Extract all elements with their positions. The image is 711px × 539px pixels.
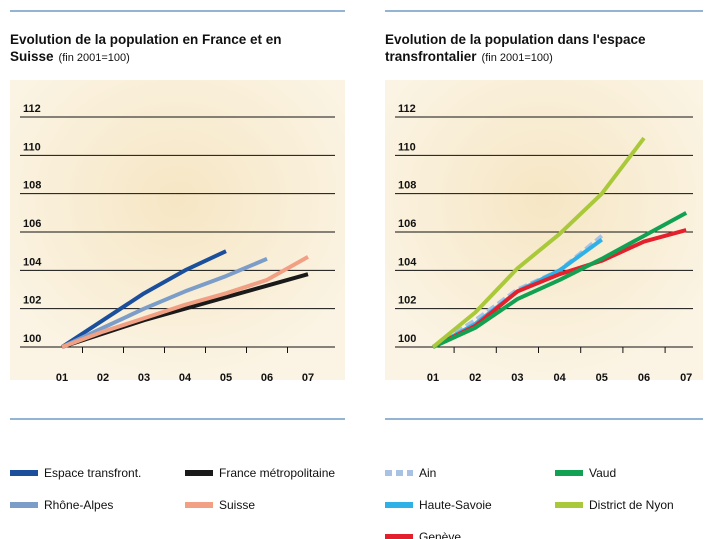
plot-background [10, 80, 345, 380]
x-tick-label: 04 [179, 372, 192, 384]
legend-label: Espace transfront. [44, 466, 141, 480]
y-tick-label: 108 [23, 180, 41, 192]
y-tick-label: 110 [398, 141, 416, 153]
legend-label: Genève [419, 530, 461, 539]
x-tick-label: 07 [302, 372, 314, 384]
y-tick-label: 112 [398, 103, 416, 115]
chart-subtitle: (fin 2001=100) [59, 52, 130, 64]
legend-label: Rhône-Alpes [44, 498, 113, 512]
x-tick-label: 01 [427, 372, 439, 384]
x-tick-label: 01 [56, 372, 68, 384]
y-tick-label: 106 [23, 218, 41, 230]
x-tick-label: 02 [97, 372, 109, 384]
x-tick-label: 04 [553, 372, 566, 384]
y-tick-label: 100 [23, 333, 41, 345]
x-tick-label: 03 [511, 372, 523, 384]
x-tick-label: 07 [680, 372, 692, 384]
x-tick-label: 06 [638, 372, 650, 384]
legend-label: Haute-Savoie [419, 498, 492, 512]
x-tick-label: 02 [469, 372, 481, 384]
x-tick-label: 03 [138, 372, 150, 384]
x-tick-label: 05 [596, 372, 608, 384]
y-tick-label: 100 [398, 333, 416, 345]
y-tick-label: 102 [23, 295, 41, 307]
legend-label: Vaud [589, 466, 616, 480]
y-tick-label: 106 [398, 218, 416, 230]
y-tick-label: 102 [398, 295, 416, 307]
x-tick-label: 05 [220, 372, 232, 384]
legend-label: District de Nyon [589, 498, 674, 512]
legend-label: France métropolitaine [219, 466, 335, 480]
chart-title: Evolution de la population en France et … [10, 32, 282, 64]
y-tick-label: 104 [398, 256, 417, 268]
page: Evolution de la population en France et … [0, 0, 711, 539]
legend-label: Suisse [219, 498, 255, 512]
y-tick-label: 110 [23, 141, 41, 153]
x-tick-label: 06 [261, 372, 273, 384]
y-tick-label: 104 [23, 256, 42, 268]
chart-subtitle: (fin 2001=100) [482, 52, 553, 64]
y-tick-label: 112 [23, 103, 41, 115]
legend-label: Ain [419, 466, 436, 480]
y-tick-label: 108 [398, 180, 416, 192]
